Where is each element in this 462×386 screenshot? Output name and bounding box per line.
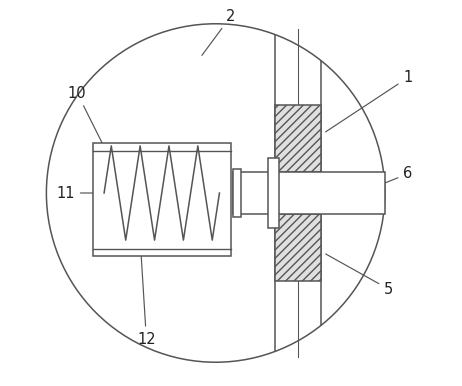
Bar [267,158,279,228]
Bar [275,105,322,172]
Text: 12: 12 [137,256,156,347]
Bar [233,172,385,214]
Text: 5: 5 [326,254,393,297]
Text: 6: 6 [372,166,413,188]
Bar [92,143,231,256]
Text: 2: 2 [202,8,236,55]
Text: 11: 11 [56,186,94,200]
Bar [233,169,241,217]
Text: 1: 1 [326,70,413,132]
Bar [275,214,322,281]
Text: 10: 10 [68,86,103,144]
